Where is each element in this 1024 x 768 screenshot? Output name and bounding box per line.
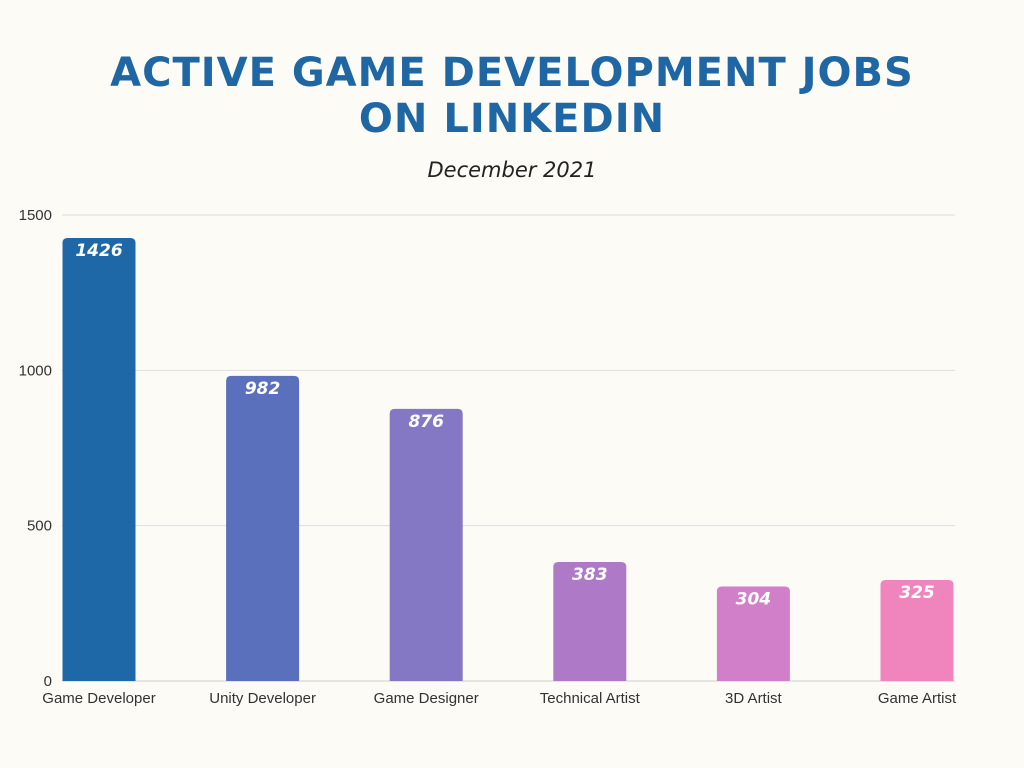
bar-value-label: 1426 bbox=[75, 241, 122, 261]
bar-value-label: 876 bbox=[408, 412, 444, 432]
chart-title-line-1: ACTIVE GAME DEVELOPMENT JOBS bbox=[110, 50, 914, 96]
y-tick-label: 1000 bbox=[19, 362, 52, 379]
x-category-label: Game Designer bbox=[374, 690, 479, 707]
x-category-label: 3D Artist bbox=[725, 690, 783, 707]
bar-value-label: 325 bbox=[899, 583, 935, 603]
bar-game-developer bbox=[62, 237, 136, 682]
bar-value-label: 383 bbox=[572, 565, 608, 585]
bar-unity-developer bbox=[226, 375, 300, 681]
labels-layer: 1426 Game Developer 982 Unity Developer 876 G… bbox=[42, 241, 957, 707]
grid-layer: 0 500 1000 1500 bbox=[19, 207, 955, 690]
bar-value-label: 304 bbox=[736, 590, 772, 610]
x-category-label: Game Developer bbox=[42, 690, 155, 707]
y-tick-label: 1500 bbox=[19, 207, 52, 224]
bar-technical-artist bbox=[553, 562, 627, 681]
x-category-label: Unity Developer bbox=[209, 690, 316, 707]
chart-title-line-2: ON LINKEDIN bbox=[358, 96, 666, 142]
chart-subtitle: December 2021 bbox=[427, 158, 597, 182]
bar-game-designer bbox=[389, 408, 463, 681]
x-category-label: Game Artist bbox=[878, 690, 957, 707]
bar-3d-artist bbox=[716, 586, 790, 681]
bar-value-label: 982 bbox=[245, 379, 281, 399]
y-tick-label: 0 bbox=[44, 673, 52, 690]
y-tick-label: 500 bbox=[27, 518, 52, 535]
x-category-label: Technical Artist bbox=[540, 690, 641, 707]
bars-layer bbox=[62, 237, 954, 682]
chart-title: ACTIVE GAME DEVELOPMENT JOBS ON LINKEDIN bbox=[0, 50, 1024, 142]
bar-game-artist bbox=[880, 580, 954, 681]
